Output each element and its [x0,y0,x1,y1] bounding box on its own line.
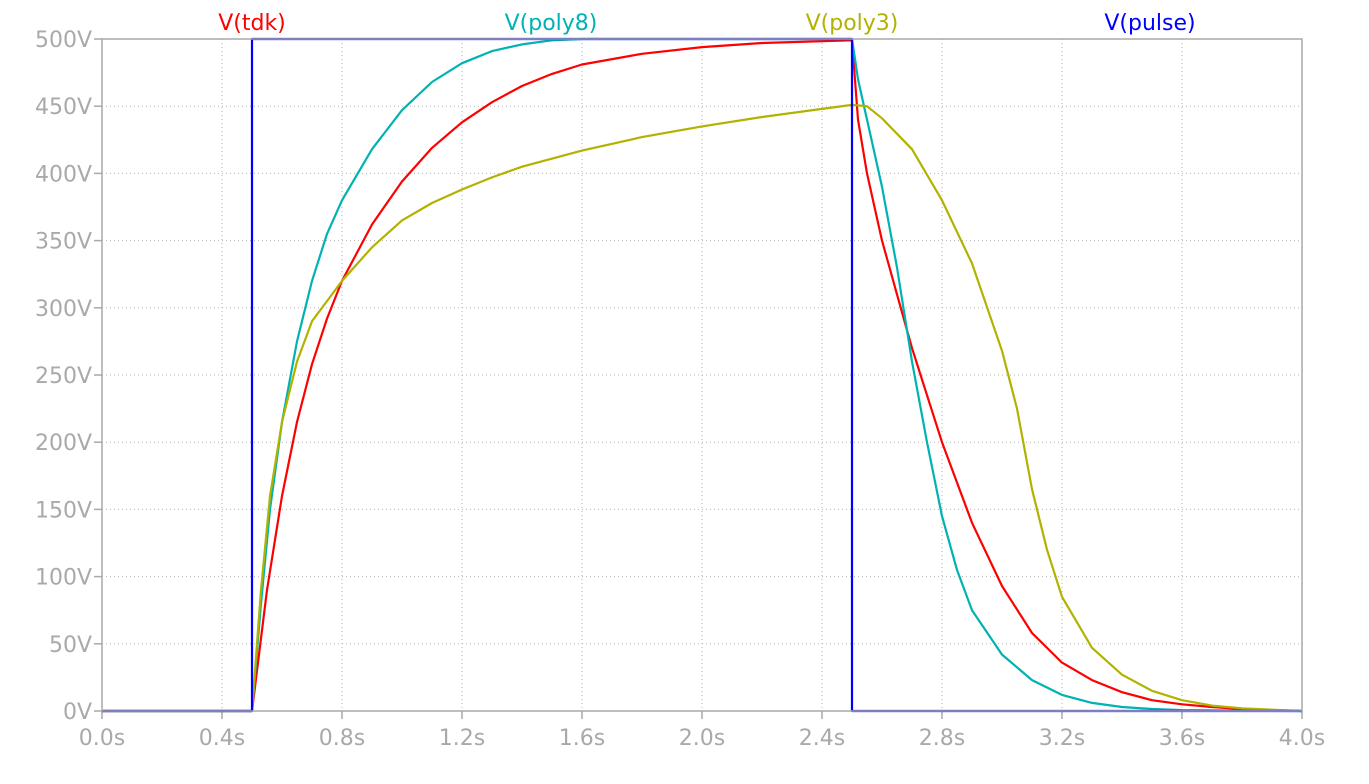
y-tick-label: 350V [35,230,92,255]
legend-v-poly3[interactable]: V(poly3) [806,11,899,36]
x-tick-label: 0.0s [79,726,125,751]
y-tick-label: 200V [35,431,92,456]
y-tick-label: 50V [49,633,92,658]
legend: V(tdk) V(poly8) V(poly3) V(pulse) [218,11,1195,36]
trace-v-poly3 [102,103,1303,713]
y-tick-label: 150V [35,498,92,523]
y-tick-label: 250V [35,364,92,389]
y-tick-label: 0V [63,700,92,725]
y-tick-label: 450V [35,95,92,120]
legend-v-tdk[interactable]: V(tdk) [218,11,286,36]
legend-v-pulse[interactable]: V(pulse) [1104,11,1195,36]
x-tick-label: 3.2s [1039,726,1085,751]
legend-v-poly8[interactable]: V(poly8) [505,11,598,36]
y-tick-label: 300V [35,297,92,322]
x-tick-label: 4.0s [1279,726,1325,751]
x-tick-label: 1.6s [559,726,605,751]
y-tick-label: 500V [35,28,92,53]
x-tick-label: 2.4s [799,726,845,751]
x-tick-label: 0.8s [319,726,365,751]
x-tick-label: 1.2s [439,726,485,751]
x-axis: 0.0s 0.4s 0.8s 1.2s 1.6s 2.0s 2.4s 2.8s 3.2s 3.6s… [79,711,1325,751]
y-tick-label: 400V [35,162,92,187]
x-tick-label: 2.8s [919,726,965,751]
plot-frame [101,38,1303,712]
x-tick-label: 3.6s [1159,726,1205,751]
x-tick-label: 2.0s [679,726,725,751]
grid [102,39,1302,711]
y-tick-label: 100V [35,566,92,591]
x-tick-label: 0.4s [199,726,245,751]
y-axis: 0V 50V 100V 150V 200V 250V 300V 350V 400V 450V 500… [35,28,102,725]
